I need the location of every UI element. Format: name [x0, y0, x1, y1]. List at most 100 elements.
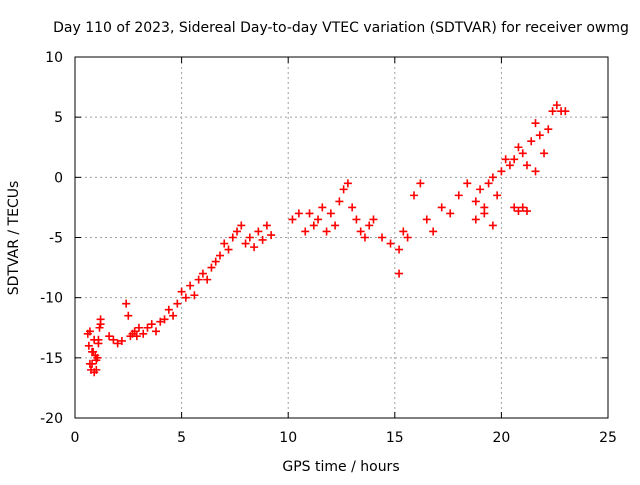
data-point	[518, 203, 527, 212]
data-point	[134, 323, 143, 332]
data-point	[493, 191, 502, 200]
data-point	[190, 291, 199, 300]
data-point	[535, 131, 544, 140]
data-point	[480, 209, 489, 218]
y-tick-label: -20	[40, 411, 63, 427]
data-point	[343, 179, 352, 188]
data-point	[96, 320, 105, 329]
data-point	[177, 287, 186, 296]
data-point	[348, 203, 357, 212]
y-axis-title: SDTVAR / TECUs	[6, 181, 22, 296]
data-point	[429, 227, 438, 236]
data-point	[369, 215, 378, 224]
data-point	[258, 235, 267, 244]
data-point	[540, 149, 549, 158]
data-point	[476, 185, 485, 194]
data-point	[437, 203, 446, 212]
data-point	[510, 155, 519, 164]
data-point	[132, 332, 141, 341]
data-point	[318, 203, 327, 212]
data-point	[194, 275, 203, 284]
y-tick-label: -10	[40, 291, 63, 307]
data-point	[471, 197, 480, 206]
data-point	[463, 179, 472, 188]
data-point	[88, 347, 97, 356]
data-point	[85, 327, 94, 336]
data-point	[339, 185, 348, 194]
data-point	[514, 207, 523, 216]
data-point	[403, 233, 412, 242]
data-point	[84, 341, 93, 350]
x-tick-label: 5	[177, 430, 186, 446]
data-point	[422, 215, 431, 224]
data-point	[548, 107, 557, 116]
data-point	[267, 231, 276, 240]
x-tick-label: 20	[492, 430, 510, 446]
data-point	[335, 197, 344, 206]
data-point	[471, 215, 480, 224]
x-tick-label: 25	[599, 430, 617, 446]
data-point	[88, 359, 97, 368]
data-point	[378, 233, 387, 242]
data-point	[395, 245, 404, 254]
data-point	[518, 149, 527, 158]
data-point	[514, 143, 523, 152]
data-point	[105, 332, 114, 341]
data-point	[220, 239, 229, 248]
data-point	[117, 336, 126, 345]
data-point	[262, 221, 271, 230]
data-point	[254, 227, 263, 236]
data-point	[522, 207, 531, 216]
y-tick-label: 10	[45, 50, 63, 66]
data-point	[250, 243, 259, 252]
data-point	[181, 293, 190, 302]
data-point	[552, 101, 561, 110]
data-point	[122, 299, 131, 308]
data-point	[241, 239, 250, 248]
data-point	[522, 161, 531, 170]
data-point	[164, 305, 173, 314]
data-point	[531, 119, 540, 128]
x-tick-label: 0	[71, 430, 80, 446]
x-tick-label: 15	[386, 430, 404, 446]
data-point	[228, 233, 237, 242]
data-point	[215, 251, 224, 260]
x-axis-title: GPS time / hours	[282, 459, 399, 475]
data-point	[113, 339, 122, 348]
data-point	[109, 335, 118, 344]
x-axis-ticks: 0 5 10 15 20 25	[71, 57, 617, 446]
data-point	[211, 257, 220, 266]
x-tick-label: 10	[279, 430, 297, 446]
data-point	[203, 275, 212, 284]
data-point	[360, 233, 369, 242]
data-point	[365, 221, 374, 230]
data-point	[309, 221, 318, 230]
data-point	[160, 315, 169, 324]
y-tick-label: 5	[54, 110, 63, 126]
data-point	[156, 317, 165, 326]
data-point	[314, 215, 323, 224]
data-point	[173, 299, 182, 308]
data-point	[94, 339, 103, 348]
data-point	[207, 263, 216, 272]
data-point	[152, 327, 161, 336]
data-point	[90, 368, 99, 377]
data-point	[169, 311, 178, 320]
data-point	[488, 173, 497, 182]
data-point	[497, 167, 506, 176]
data-point	[416, 179, 425, 188]
data-points	[83, 101, 570, 377]
data-point	[395, 269, 404, 278]
y-tick-label: 0	[54, 170, 63, 186]
data-point	[245, 233, 254, 242]
data-point	[488, 221, 497, 230]
data-point	[322, 227, 331, 236]
y-tick-label: -15	[40, 351, 63, 367]
data-point	[505, 161, 514, 170]
data-point	[143, 323, 152, 332]
data-point	[124, 311, 133, 320]
data-point	[326, 209, 335, 218]
